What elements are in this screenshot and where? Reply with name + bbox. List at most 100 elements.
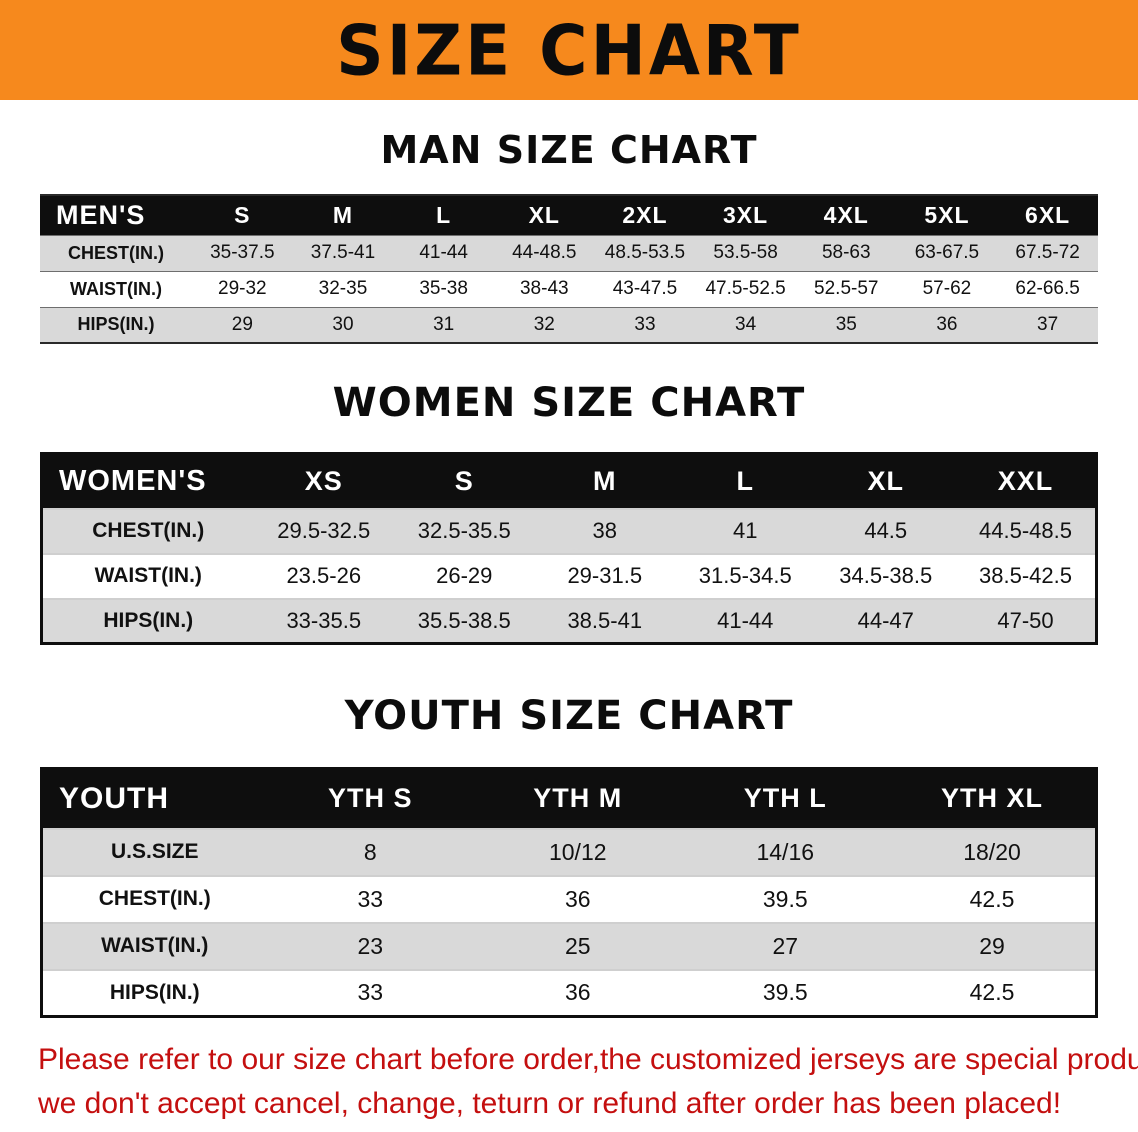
measurement-value: 32 — [533, 313, 555, 335]
measurement-value: 58-63 — [821, 242, 871, 263]
measurement-value: 23.5-26 — [286, 563, 362, 588]
size-column-header: 2XL — [594, 195, 696, 235]
measurement-value: 29.5-32.5 — [277, 518, 371, 543]
women-size-chart-heading: WOMEN SIZE CHART — [332, 380, 806, 426]
measurement-value: 38.5-41 — [567, 607, 643, 633]
measurement-value: 47-50 — [997, 607, 1054, 633]
measurement-label: CHEST(IN.) — [92, 519, 205, 542]
size-column-header: L — [393, 195, 494, 235]
mens-size-table: MEN'S S M L XL 2XL 3XL 4XL 5XL 6XL CHEST(IN.) 35-37… — [40, 194, 1098, 344]
measurement-value: 32-35 — [318, 278, 368, 299]
measurement-label: WAIST(IN.) — [70, 278, 162, 299]
women-size-chart-section: WOMEN SIZE CHART WOMEN'S XS S M L XL XXL CHEST(… — [0, 380, 1138, 645]
measurement-value: 36 — [564, 885, 591, 912]
measurement-value: 37 — [1037, 313, 1059, 335]
measurement-value: 33 — [634, 313, 656, 335]
page-title: SIZE CHART — [336, 9, 802, 91]
measurement-value: 31.5-34.5 — [698, 563, 792, 588]
measurement-row: HIPS(IN.) 29 30 31 32 33 34 35 36 37 — [40, 307, 1098, 343]
size-column-header: XXL — [956, 453, 1097, 509]
measurement-value: 29-31.5 — [567, 563, 643, 588]
size-column-header: 6XL — [997, 195, 1098, 235]
measurement-value: 39.5 — [762, 885, 808, 912]
measurement-label: U.S.SIZE — [110, 840, 199, 863]
measurement-value: 26-29 — [436, 563, 493, 588]
measurement-value: 67.5-72 — [1015, 242, 1080, 263]
measurement-row: WAIST(IN.) 29-32 32-35 35-38 38-43 43-47.5 47.… — [40, 271, 1098, 307]
measurement-value: 57-62 — [922, 278, 972, 299]
measurement-value: 27 — [772, 932, 799, 959]
measurement-label: HIPS(IN.) — [109, 980, 200, 1004]
size-column-header: M — [534, 453, 675, 509]
measurement-value: 34.5-38.5 — [839, 563, 933, 588]
measurement-value: 38-43 — [519, 278, 569, 299]
man-size-chart-section: MAN SIZE CHART MEN'S S M L XL 2XL 3XL 4XL 5XL 6XL… — [0, 128, 1138, 344]
measurement-row: WAIST(IN.) 23.5-26 26-29 29-31.5 31.5-34.5 34… — [41, 553, 1097, 599]
measurement-row: CHEST(IN.) 35-37.5 37.5-41 41-44 44-48.5 48.5… — [40, 235, 1098, 271]
measurement-row: HIPS(IN.) 33 36 39.5 42.5 — [41, 969, 1097, 1017]
measurement-value: 36 — [564, 979, 591, 1006]
measurement-value: 44.5 — [864, 518, 908, 543]
man-size-chart-heading: MAN SIZE CHART — [380, 128, 758, 172]
table-header-row: YOUTH YTH S YTH M YTH L YTH XL — [41, 768, 1097, 829]
size-column-header: L — [675, 453, 816, 509]
measurement-value: 23 — [357, 932, 384, 959]
measurement-value: 43-47.5 — [612, 278, 678, 299]
measurement-value: 48.5-53.5 — [604, 242, 686, 263]
footer-line-2: we don't accept cancel, change, teturn o… — [38, 1086, 1062, 1120]
measurement-value: 30 — [332, 313, 354, 335]
size-chart-banner: SIZE CHART — [0, 0, 1138, 100]
measurement-value: 33 — [357, 979, 384, 1006]
measurement-value: 35-38 — [419, 278, 468, 299]
measurement-value: 33-35.5 — [286, 607, 362, 633]
table-header-row: MEN'S S M L XL 2XL 3XL 4XL 5XL 6XL — [40, 195, 1098, 235]
measurement-label: WAIST(IN.) — [101, 934, 209, 957]
youth-size-chart-heading: YOUTH SIZE CHART — [344, 693, 794, 739]
size-column-header: YTH L — [681, 768, 889, 829]
measurement-value: 25 — [564, 932, 591, 959]
measurement-value: 35-37.5 — [210, 242, 275, 263]
size-column-header: YTH M — [474, 768, 682, 829]
measurement-value: 8 — [363, 838, 377, 865]
measurement-value: 29 — [231, 313, 253, 335]
measurement-value: 36 — [936, 313, 958, 335]
measurement-value: 29 — [979, 932, 1005, 959]
measurement-value: 44-48.5 — [512, 242, 577, 263]
size-column-header: XL — [493, 195, 595, 235]
size-column-header: YTH XL — [889, 768, 1097, 829]
table-header-row: WOMEN'S XS S M L XL XXL — [41, 453, 1097, 509]
measurement-value: 34 — [735, 313, 757, 335]
table-title-cell: WOMEN'S — [41, 453, 254, 509]
measurement-value: 53.5-58 — [713, 242, 778, 263]
measurement-value: 37.5-41 — [310, 242, 376, 263]
measurement-value: 41-44 — [717, 607, 774, 633]
measurement-value: 31 — [433, 313, 455, 335]
measurement-label: WAIST(IN.) — [94, 564, 202, 587]
measurement-value: 38 — [592, 518, 617, 543]
womens-size-table: WOMEN'S XS S M L XL XXL CHEST(IN.) 29.5-32.5 32.5… — [40, 452, 1098, 645]
measurement-value: 63-67.5 — [914, 242, 980, 263]
youth-size-table: YOUTH YTH S YTH M YTH L YTH XL U.S.SIZE 8 10/12… — [40, 767, 1098, 1018]
size-column-header: 3XL — [695, 195, 796, 235]
measurement-value: 42.5 — [969, 979, 1015, 1006]
measurement-value: 62-66.5 — [1015, 278, 1080, 299]
measurement-label: CHEST(IN.) — [68, 242, 164, 263]
measurement-value: 39.5 — [762, 979, 808, 1006]
measurement-row: CHEST(IN.) 33 36 39.5 42.5 — [41, 875, 1097, 923]
size-column-header: XL — [815, 453, 956, 509]
measurement-value: 35 — [835, 313, 857, 335]
measurement-value: 33 — [357, 885, 384, 912]
measurement-value: 44.5-48.5 — [979, 518, 1072, 543]
measurement-value: 10/12 — [548, 838, 607, 865]
measurement-value: 32.5-35.5 — [417, 518, 511, 543]
size-column-header: S — [192, 195, 293, 235]
size-column-header: XS — [253, 453, 394, 509]
table-title-cell: YOUTH — [41, 768, 267, 829]
size-column-header: YTH S — [266, 768, 474, 829]
measurement-value: 41 — [733, 518, 758, 543]
size-column-header: 4XL — [795, 195, 897, 235]
measurement-row: U.S.SIZE 8 10/12 14/16 18/20 — [41, 828, 1097, 876]
measurement-value: 47.5-52.5 — [705, 278, 786, 299]
measurement-value: 38.5-42.5 — [979, 563, 1072, 588]
measurement-label: HIPS(IN.) — [103, 608, 194, 632]
